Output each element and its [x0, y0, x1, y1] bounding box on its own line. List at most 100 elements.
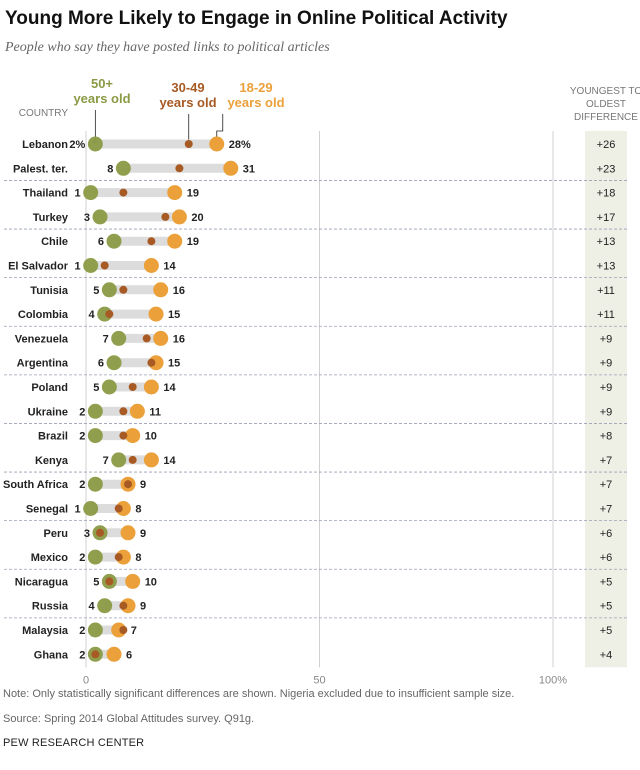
dot-18-29: [106, 646, 122, 662]
value-label-18-29: 19: [187, 236, 199, 248]
dot-18-29: [143, 452, 159, 468]
dot-50-plus: [101, 379, 117, 395]
value-label-18-29: 14: [163, 455, 176, 467]
value-label-50-plus: 2%: [69, 139, 85, 151]
country-label: Peru: [44, 528, 68, 540]
country-label: Turkey: [33, 212, 69, 224]
dot-30-49: [96, 528, 105, 537]
value-label-18-29: 10: [145, 431, 157, 443]
dot-30-49: [119, 407, 128, 416]
value-label-50-plus: 7: [103, 333, 109, 345]
difference-value: +5: [600, 625, 613, 637]
dot-50-plus: [87, 403, 103, 419]
dot-30-49: [128, 383, 137, 391]
dot-30-49: [161, 212, 170, 221]
dot-18-29: [153, 282, 169, 298]
dot-50-plus: [97, 598, 113, 614]
legend-sublabel-age50: years old: [73, 91, 130, 106]
dot-18-29: [171, 209, 187, 225]
dot-18-29: [167, 233, 183, 249]
country-label: Ukraine: [28, 406, 68, 418]
dot-50-plus: [106, 355, 122, 371]
dot-50-plus: [87, 622, 103, 638]
difference-value: +23: [597, 163, 616, 175]
value-label-18-29: 20: [191, 212, 203, 224]
difference-value: +5: [600, 576, 613, 588]
dot-50-plus: [83, 501, 99, 516]
dot-30-49: [147, 358, 156, 367]
x-tick-label: 50: [313, 674, 325, 686]
difference-value: +17: [597, 212, 616, 224]
dot-30-49: [100, 261, 109, 270]
dot-30-49: [114, 504, 123, 513]
value-label-18-29: 6: [126, 649, 132, 661]
value-label-50-plus: 4: [89, 601, 96, 613]
difference-value: +6: [600, 528, 613, 540]
country-label: Venezuela: [15, 333, 69, 345]
difference-value: +11: [597, 285, 615, 297]
dot-50-plus: [115, 160, 131, 176]
dot-50-plus: [111, 330, 127, 346]
dot-30-49: [119, 431, 128, 440]
country-label: Argentina: [17, 358, 69, 370]
country-label: Tunisia: [30, 285, 69, 297]
value-label-18-29: 9: [140, 479, 146, 491]
dot-50-plus: [87, 136, 103, 152]
value-label-50-plus: 2: [79, 552, 85, 564]
value-label-50-plus: 1: [75, 188, 81, 200]
value-label-50-plus: 1: [75, 504, 81, 516]
dot-30-49: [114, 553, 123, 562]
difference-value: +9: [600, 358, 613, 370]
value-label-18-29: 31: [243, 163, 255, 175]
country-label: Mexico: [31, 552, 69, 564]
value-label-18-29: 9: [140, 601, 146, 613]
difference-value: +26: [597, 139, 616, 151]
dot-50-plus: [87, 476, 103, 492]
dot-18-29: [148, 306, 164, 322]
value-label-18-29: 28%: [229, 139, 251, 151]
value-label-18-29: 9: [140, 528, 146, 540]
value-label-18-29: 10: [145, 576, 157, 588]
country-label: Russia: [32, 601, 69, 613]
difference-value: +4: [600, 649, 613, 661]
difference-header-line: DIFFERENCE: [574, 112, 638, 123]
legend-label-age3049: 30-49: [171, 80, 204, 95]
difference-value: +7: [600, 504, 613, 516]
value-label-18-29: 7: [131, 625, 137, 637]
dot-18-29: [125, 573, 141, 589]
dot-30-49: [119, 601, 128, 610]
value-label-50-plus: 6: [98, 236, 104, 248]
dot-18-29: [153, 330, 169, 346]
country-label: Nicaragua: [15, 576, 69, 588]
value-label-50-plus: 5: [93, 576, 99, 588]
difference-value: +13: [597, 236, 616, 248]
difference-value: +5: [600, 601, 613, 613]
value-label-50-plus: 6: [98, 358, 104, 370]
country-label: Malaysia: [22, 625, 69, 637]
country-label: Lebanon: [22, 139, 68, 151]
dot-18-29: [120, 525, 136, 541]
dot-18-29: [209, 136, 225, 152]
difference-value: +7: [600, 455, 613, 467]
dot-18-29: [125, 428, 141, 444]
country-label: Chile: [41, 236, 68, 248]
dot-30-49: [128, 455, 137, 464]
dot-30-49: [124, 480, 133, 489]
country-label: Colombia: [18, 309, 69, 321]
value-label-18-29: 14: [163, 261, 176, 273]
dot-30-49: [175, 164, 184, 173]
dot-30-49: [91, 650, 100, 659]
value-label-18-29: 15: [168, 309, 180, 321]
value-label-50-plus: 5: [93, 382, 99, 394]
value-label-50-plus: 3: [84, 528, 90, 540]
country-label: Ghana: [34, 649, 69, 661]
x-tick-label: 0: [83, 674, 89, 686]
dot-18-29: [167, 185, 183, 201]
dot-50-plus: [101, 282, 117, 298]
difference-value: +18: [597, 188, 616, 200]
x-tick-label: 100%: [539, 674, 567, 686]
legend-sublabel-age3049: years old: [159, 95, 216, 110]
difference-value: +13: [597, 261, 616, 273]
dot-50-plus: [87, 549, 103, 565]
value-label-50-plus: 2: [79, 479, 85, 491]
